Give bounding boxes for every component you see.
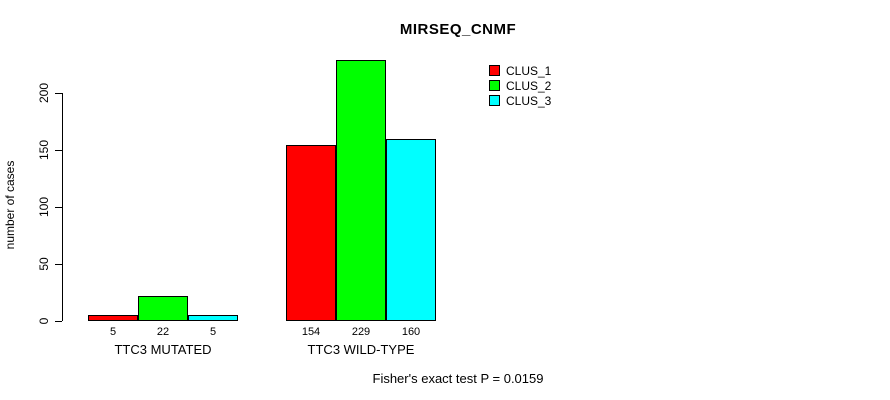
bar-clus-3-ttc3-mutated xyxy=(188,315,238,321)
legend-item-clus-2: CLUS_2 xyxy=(489,78,552,93)
annotation-text: Fisher's exact test P = 0.0159 xyxy=(372,371,544,386)
bar-value-label: 160 xyxy=(401,326,421,338)
y-axis-tick-label: 50 xyxy=(37,257,51,271)
legend-item-clus-3: CLUS_3 xyxy=(489,93,552,108)
bar-value-label: 22 xyxy=(156,326,170,338)
bar-clus-1-ttc3-mutated xyxy=(88,315,138,321)
legend-label: CLUS_1 xyxy=(506,63,552,78)
bar-value-label: 5 xyxy=(209,326,217,338)
y-axis-line xyxy=(62,93,63,321)
legend-swatch-icon xyxy=(489,95,500,106)
y-axis-tick xyxy=(55,206,62,208)
y-axis-tick xyxy=(55,263,62,265)
y-axis-tick-label: 150 xyxy=(37,139,51,161)
y-axis-tick xyxy=(55,92,62,94)
bar-clus-2-ttc3-mutated xyxy=(138,296,188,321)
y-axis-tick-label: 200 xyxy=(37,82,51,104)
legend-label: CLUS_2 xyxy=(506,78,552,93)
legend-swatch-icon xyxy=(489,65,500,76)
bar-clus-2-ttc3-wild-type xyxy=(336,60,386,321)
x-category-label-ttc3-mutated: TTC3 MUTATED xyxy=(114,342,212,357)
y-axis-tick xyxy=(55,149,62,151)
bar-value-label: 154 xyxy=(301,326,321,338)
legend-item-clus-1: CLUS_1 xyxy=(489,63,552,78)
bar-value-label: 229 xyxy=(351,326,371,338)
y-axis-tick-label: 100 xyxy=(37,196,51,218)
bar-clus-3-ttc3-wild-type xyxy=(386,139,436,321)
y-axis-title: number of cases xyxy=(3,160,17,250)
x-category-label-ttc3-wild-type: TTC3 WILD-TYPE xyxy=(307,342,415,357)
bar-value-label: 5 xyxy=(109,326,117,338)
chart-title: MIRSEQ_CNMF xyxy=(399,21,517,38)
y-axis-tick-label: 0 xyxy=(37,317,51,325)
y-axis-tick xyxy=(55,320,62,322)
legend-swatch-icon xyxy=(489,80,500,91)
bar-clus-1-ttc3-wild-type xyxy=(286,145,336,321)
legend-label: CLUS_3 xyxy=(506,93,552,108)
